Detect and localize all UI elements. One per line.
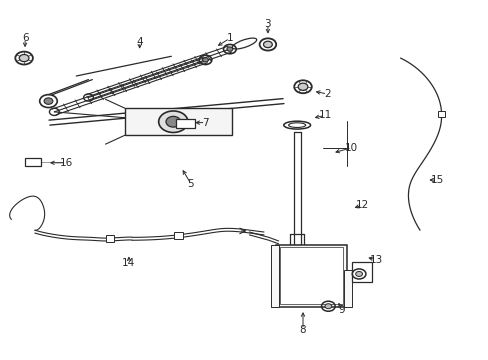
Text: 2: 2	[324, 89, 330, 99]
Bar	[280, 247, 342, 305]
Bar	[344, 270, 351, 307]
Text: 13: 13	[369, 255, 382, 265]
Circle shape	[263, 41, 272, 48]
Bar	[173, 232, 182, 239]
Bar	[176, 120, 194, 128]
Circle shape	[165, 116, 180, 127]
Text: 10: 10	[345, 143, 358, 153]
Text: 1: 1	[226, 33, 233, 43]
Text: 8: 8	[299, 325, 305, 334]
Bar	[125, 108, 232, 135]
Text: 15: 15	[429, 175, 443, 185]
Circle shape	[19, 54, 29, 62]
Text: 3: 3	[264, 19, 271, 29]
Text: 16: 16	[60, 158, 73, 168]
Circle shape	[355, 271, 362, 276]
Text: 4: 4	[136, 37, 142, 47]
Circle shape	[202, 58, 208, 62]
Bar	[351, 262, 371, 282]
Bar	[276, 244, 346, 307]
Circle shape	[226, 47, 232, 51]
Circle shape	[298, 83, 307, 90]
Bar	[105, 235, 114, 242]
Text: 12: 12	[355, 200, 368, 210]
Bar	[25, 158, 41, 166]
Text: 7: 7	[202, 118, 208, 128]
Text: 9: 9	[338, 305, 345, 315]
Text: 5: 5	[187, 179, 194, 189]
Circle shape	[158, 111, 187, 132]
Text: 6: 6	[22, 33, 28, 43]
Bar	[271, 244, 278, 307]
Circle shape	[44, 98, 53, 104]
Text: 11: 11	[318, 111, 331, 121]
Circle shape	[325, 304, 331, 309]
Bar	[437, 111, 445, 117]
Text: 14: 14	[122, 258, 135, 268]
